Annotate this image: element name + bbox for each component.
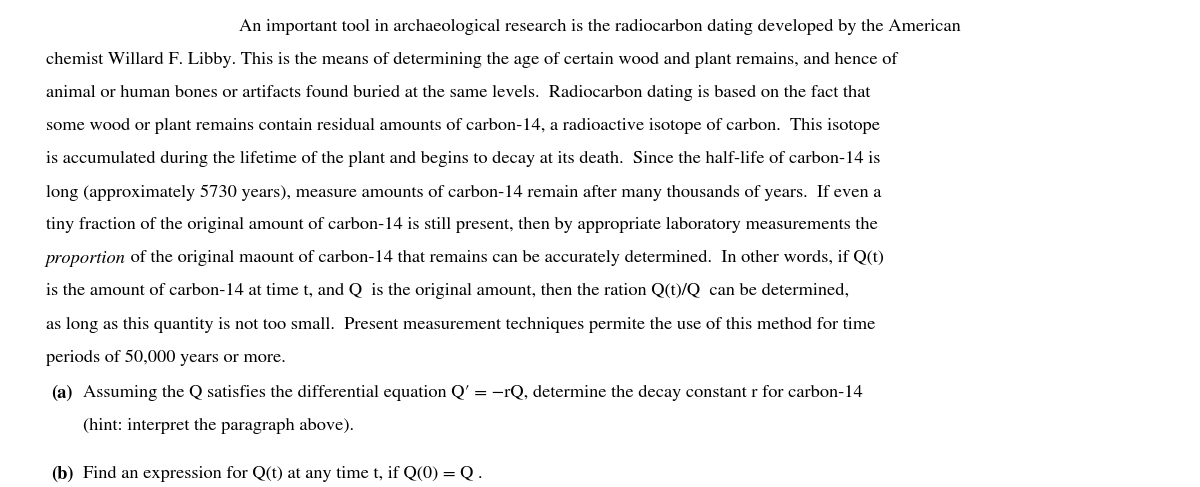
Text: long (approximately 5730 years), measure amounts of carbon-14 remain after many : long (approximately 5730 years), measure… <box>46 184 881 201</box>
Text: An important tool in archaeological research is the radiocarbon dating developed: An important tool in archaeological rese… <box>239 19 961 35</box>
Text: (a): (a) <box>52 385 73 402</box>
Text: proportion: proportion <box>46 250 126 267</box>
Text: of the original maount of carbon-14 that remains can be accurately determined.  : of the original maount of carbon-14 that… <box>126 250 883 266</box>
Text: some wood or plant remains contain residual amounts of carbon-14, a radioactive : some wood or plant remains contain resid… <box>46 118 880 134</box>
Text: animal or human bones or artifacts found buried at the same levels.  Radiocarbon: animal or human bones or artifacts found… <box>46 85 870 101</box>
Text: (hint: interpret the paragraph above).: (hint: interpret the paragraph above). <box>83 418 354 434</box>
Text: chemist Willard F. Libby. This is the means of determining the age of certain wo: chemist Willard F. Libby. This is the me… <box>46 52 898 68</box>
Text: as long as this quantity is not too small.  Present measurement techniques permi: as long as this quantity is not too smal… <box>46 317 875 333</box>
Text: (b): (b) <box>52 466 74 483</box>
Text: tiny fraction of the original amount of carbon-14 is still present, then by appr: tiny fraction of the original amount of … <box>46 217 877 233</box>
Text: Assuming the Q satisfies the differential equation Q′ = −rQ, determine the decay: Assuming the Q satisfies the differentia… <box>83 385 863 401</box>
Text: periods of 50,000 years or more.: periods of 50,000 years or more. <box>46 350 286 366</box>
Text: is the amount of carbon-14 at time t, and Q₀ is the original amount, then the ra: is the amount of carbon-14 at time t, an… <box>46 283 848 300</box>
Text: is accumulated during the lifetime of the plant and begins to decay at its death: is accumulated during the lifetime of th… <box>46 151 880 167</box>
Text: Find an expression for Q(t) at any time t, if Q(0) = Q₀.: Find an expression for Q(t) at any time … <box>83 466 482 482</box>
